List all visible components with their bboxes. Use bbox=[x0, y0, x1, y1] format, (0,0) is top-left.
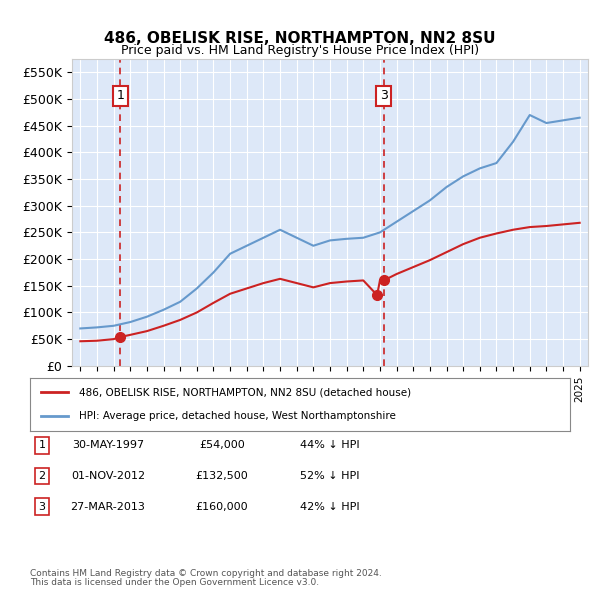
Text: 30-MAY-1997: 30-MAY-1997 bbox=[72, 441, 144, 450]
Text: 42% ↓ HPI: 42% ↓ HPI bbox=[300, 502, 360, 512]
Text: £132,500: £132,500 bbox=[196, 471, 248, 481]
Text: 486, OBELISK RISE, NORTHAMPTON, NN2 8SU: 486, OBELISK RISE, NORTHAMPTON, NN2 8SU bbox=[104, 31, 496, 46]
Text: Price paid vs. HM Land Registry's House Price Index (HPI): Price paid vs. HM Land Registry's House … bbox=[121, 44, 479, 57]
Text: 27-MAR-2013: 27-MAR-2013 bbox=[71, 502, 145, 512]
Text: 3: 3 bbox=[38, 502, 46, 512]
Text: 2: 2 bbox=[38, 471, 46, 481]
Text: 44% ↓ HPI: 44% ↓ HPI bbox=[300, 441, 360, 450]
Text: 3: 3 bbox=[380, 89, 388, 102]
Text: 1: 1 bbox=[38, 441, 46, 450]
Text: 486, OBELISK RISE, NORTHAMPTON, NN2 8SU (detached house): 486, OBELISK RISE, NORTHAMPTON, NN2 8SU … bbox=[79, 388, 411, 398]
Text: HPI: Average price, detached house, West Northamptonshire: HPI: Average price, detached house, West… bbox=[79, 411, 395, 421]
Text: £54,000: £54,000 bbox=[199, 441, 245, 450]
Text: Contains HM Land Registry data © Crown copyright and database right 2024.: Contains HM Land Registry data © Crown c… bbox=[30, 569, 382, 578]
Text: 1: 1 bbox=[116, 89, 124, 102]
Text: This data is licensed under the Open Government Licence v3.0.: This data is licensed under the Open Gov… bbox=[30, 578, 319, 588]
Text: 01-NOV-2012: 01-NOV-2012 bbox=[71, 471, 145, 481]
Text: £160,000: £160,000 bbox=[196, 502, 248, 512]
Text: 52% ↓ HPI: 52% ↓ HPI bbox=[300, 471, 360, 481]
